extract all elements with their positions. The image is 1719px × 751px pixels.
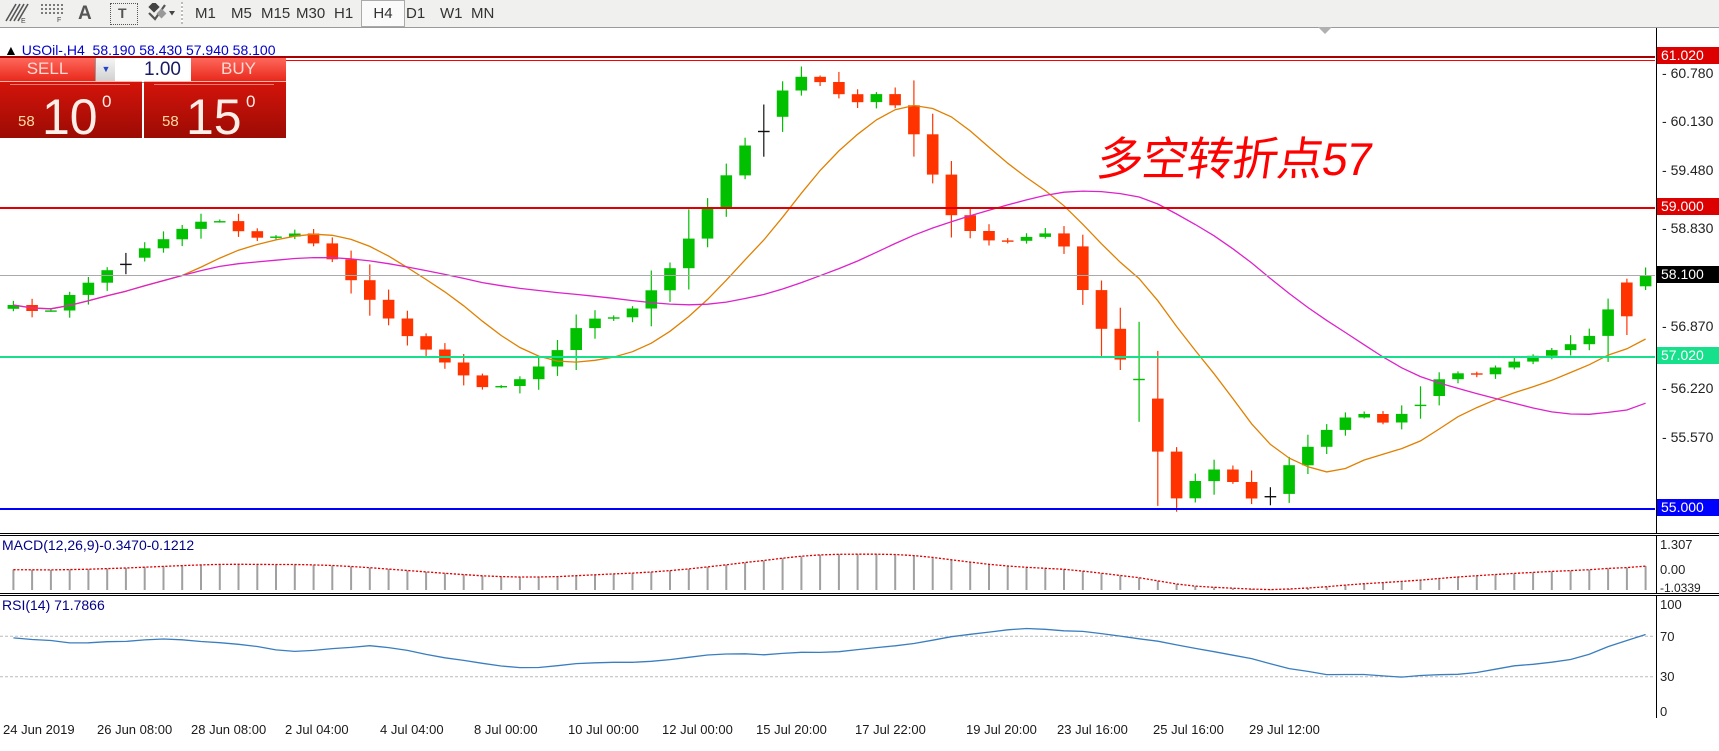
svg-text:E: E [21,18,26,24]
svg-text:F: F [57,17,61,23]
